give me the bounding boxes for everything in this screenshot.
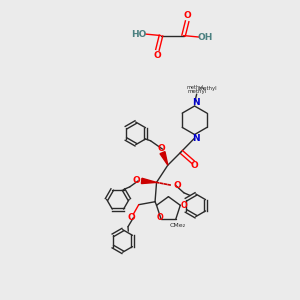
Polygon shape: [160, 152, 168, 165]
Text: CMe₂: CMe₂: [169, 223, 185, 228]
Polygon shape: [141, 178, 157, 184]
Text: methyl: methyl: [187, 85, 204, 90]
Text: O: O: [127, 213, 135, 222]
Text: O: O: [156, 213, 163, 222]
Text: OH: OH: [198, 33, 213, 42]
Text: methyl: methyl: [198, 85, 217, 91]
Text: O: O: [181, 201, 187, 210]
Text: O: O: [133, 176, 140, 185]
Text: O: O: [157, 144, 165, 153]
Text: O: O: [173, 181, 181, 190]
Text: N: N: [192, 98, 199, 106]
Text: O: O: [191, 161, 199, 170]
Text: N: N: [192, 134, 199, 143]
Text: O: O: [154, 51, 161, 60]
Text: O: O: [183, 11, 191, 20]
Text: methyl: methyl: [188, 89, 207, 94]
Text: HO: HO: [131, 30, 147, 39]
